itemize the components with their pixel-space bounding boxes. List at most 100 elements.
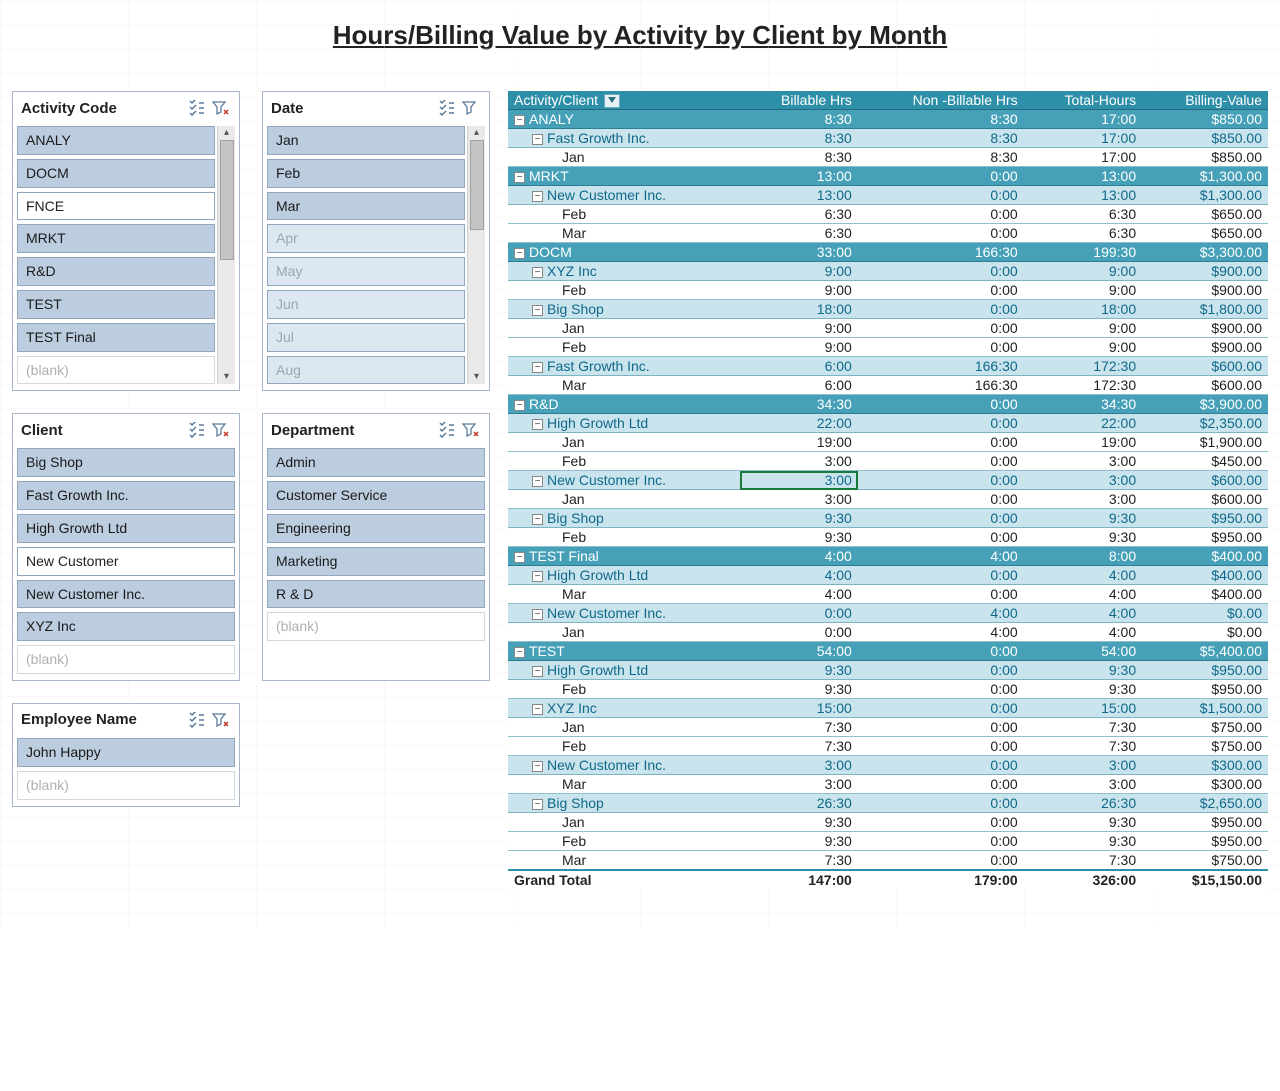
collapse-icon[interactable]: − [514, 647, 525, 658]
pivot-cell[interactable]: 0:00 [858, 699, 1024, 718]
pivot-cell[interactable]: 19:00 [1024, 433, 1142, 452]
pivot-cell[interactable]: $750.00 [1142, 718, 1268, 737]
pivot-cell[interactable]: 0:00 [858, 851, 1024, 871]
pivot-cell[interactable]: 0:00 [858, 832, 1024, 851]
pivot-cell[interactable]: 0:00 [858, 452, 1024, 471]
pivot-cell[interactable]: $3,300.00 [1142, 243, 1268, 262]
pivot-cell[interactable]: 0:00 [858, 775, 1024, 794]
pivot-cell[interactable]: $3,900.00 [1142, 395, 1268, 414]
pivot-cell[interactable]: 0:00 [858, 642, 1024, 661]
collapse-icon[interactable]: − [532, 571, 543, 582]
pivot-cell[interactable]: 166:30 [858, 376, 1024, 395]
pivot-cell[interactable]: 9:00 [1024, 281, 1142, 300]
pivot-cell[interactable]: 0:00 [858, 262, 1024, 281]
multiselect-icon[interactable] [437, 420, 457, 440]
pivot-cell[interactable]: 13:00 [1024, 186, 1142, 205]
pivot-cell[interactable]: 7:30 [1024, 718, 1142, 737]
pivot-cell[interactable]: 9:30 [1024, 680, 1142, 699]
pivot-activity-label[interactable]: −R&D [508, 395, 740, 414]
slicer-item[interactable]: (blank) [17, 771, 235, 800]
pivot-cell[interactable]: $400.00 [1142, 566, 1268, 585]
pivot-cell[interactable]: 3:00 [740, 452, 857, 471]
slicer-item[interactable]: May [267, 257, 465, 286]
pivot-client-label[interactable]: −New Customer Inc. [508, 186, 740, 205]
pivot-cell[interactable]: 26:30 [740, 794, 857, 813]
collapse-icon[interactable]: − [514, 248, 525, 259]
slicer-item[interactable]: Engineering [267, 514, 485, 543]
scroll-up-icon[interactable]: ▴ [224, 128, 229, 138]
pivot-cell[interactable]: 0:00 [858, 167, 1024, 186]
pivot-cell[interactable]: 3:00 [740, 471, 857, 490]
pivot-cell[interactable]: 0:00 [858, 585, 1024, 604]
pivot-cell[interactable]: 4:00 [740, 547, 857, 566]
pivot-cell[interactable]: 0:00 [858, 338, 1024, 357]
pivot-cell[interactable]: 3:00 [1024, 452, 1142, 471]
pivot-cell[interactable]: 0:00 [858, 794, 1024, 813]
pivot-cell[interactable]: 3:00 [740, 756, 857, 775]
slicer-item[interactable]: TEST Final [17, 323, 215, 352]
pivot-cell[interactable]: 17:00 [1024, 148, 1142, 167]
slicer-item[interactable]: Customer Service [267, 481, 485, 510]
clear-filter-icon[interactable] [461, 98, 481, 118]
pivot-cell[interactable]: 3:00 [1024, 756, 1142, 775]
pivot-cell[interactable]: 6:00 [740, 357, 857, 376]
pivot-cell[interactable]: 34:30 [740, 395, 857, 414]
pivot-cell[interactable]: 3:00 [740, 775, 857, 794]
pivot-client-label[interactable]: −High Growth Ltd [508, 414, 740, 433]
pivot-cell[interactable]: 8:30 [740, 110, 857, 129]
collapse-icon[interactable]: − [532, 362, 543, 373]
pivot-cell[interactable]: 7:30 [740, 737, 857, 756]
pivot-cell[interactable]: 3:00 [1024, 490, 1142, 509]
pivot-cell[interactable]: 13:00 [740, 186, 857, 205]
pivot-cell[interactable]: 7:30 [740, 718, 857, 737]
pivot-cell[interactable]: 9:30 [1024, 813, 1142, 832]
collapse-icon[interactable]: − [532, 609, 543, 620]
slicer-item[interactable]: Big Shop [17, 448, 235, 477]
pivot-cell[interactable]: 0:00 [858, 509, 1024, 528]
slicer-item[interactable]: Admin [267, 448, 485, 477]
pivot-activity-label[interactable]: −TEST Final [508, 547, 740, 566]
multiselect-icon[interactable] [187, 710, 207, 730]
slicer-item[interactable]: MRKT [17, 224, 215, 253]
pivot-cell[interactable]: $950.00 [1142, 661, 1268, 680]
pivot-client-label[interactable]: −Big Shop [508, 794, 740, 813]
collapse-icon[interactable]: − [532, 305, 543, 316]
clear-filter-icon[interactable] [211, 98, 231, 118]
pivot-cell[interactable]: 0:00 [858, 566, 1024, 585]
pivot-cell[interactable]: $2,350.00 [1142, 414, 1268, 433]
pivot-cell[interactable]: $400.00 [1142, 585, 1268, 604]
pivot-cell[interactable]: 4:00 [1024, 585, 1142, 604]
pivot-cell[interactable]: 9:00 [740, 262, 857, 281]
slicer-item[interactable]: R & D [267, 580, 485, 609]
pivot-cell[interactable]: $850.00 [1142, 129, 1268, 148]
pivot-cell[interactable]: 9:00 [1024, 338, 1142, 357]
pivot-activity-label[interactable]: −TEST [508, 642, 740, 661]
pivot-cell[interactable]: $950.00 [1142, 832, 1268, 851]
pivot-cell[interactable]: 0:00 [858, 490, 1024, 509]
pivot-cell[interactable]: $15,150.00 [1142, 870, 1268, 889]
pivot-client-label[interactable]: −Big Shop [508, 509, 740, 528]
pivot-cell[interactable]: 18:00 [1024, 300, 1142, 319]
pivot-cell[interactable]: 34:30 [1024, 395, 1142, 414]
pivot-cell[interactable]: 19:00 [740, 433, 857, 452]
pivot-cell[interactable]: 9:30 [740, 813, 857, 832]
slicer-item[interactable]: R&D [17, 257, 215, 286]
pivot-cell[interactable]: $950.00 [1142, 813, 1268, 832]
pivot-col-header[interactable]: Activity/Client [508, 91, 740, 110]
pivot-activity-label[interactable]: −ANALY [508, 110, 740, 129]
clear-filter-icon[interactable] [211, 710, 231, 730]
collapse-icon[interactable]: − [532, 191, 543, 202]
pivot-cell[interactable]: 18:00 [740, 300, 857, 319]
pivot-cell[interactable]: 0:00 [858, 300, 1024, 319]
slicer-item[interactable]: Mar [267, 192, 465, 221]
pivot-cell[interactable]: 6:30 [1024, 224, 1142, 243]
pivot-cell[interactable]: 8:30 [858, 110, 1024, 129]
collapse-icon[interactable]: − [532, 476, 543, 487]
slicer-item[interactable]: Jun [267, 290, 465, 319]
pivot-cell[interactable]: 0:00 [858, 528, 1024, 547]
pivot-cell[interactable]: 0:00 [858, 433, 1024, 452]
pivot-cell[interactable]: $400.00 [1142, 547, 1268, 566]
pivot-cell[interactable]: 8:30 [740, 148, 857, 167]
pivot-cell[interactable]: $750.00 [1142, 737, 1268, 756]
pivot-cell[interactable]: 0:00 [858, 813, 1024, 832]
